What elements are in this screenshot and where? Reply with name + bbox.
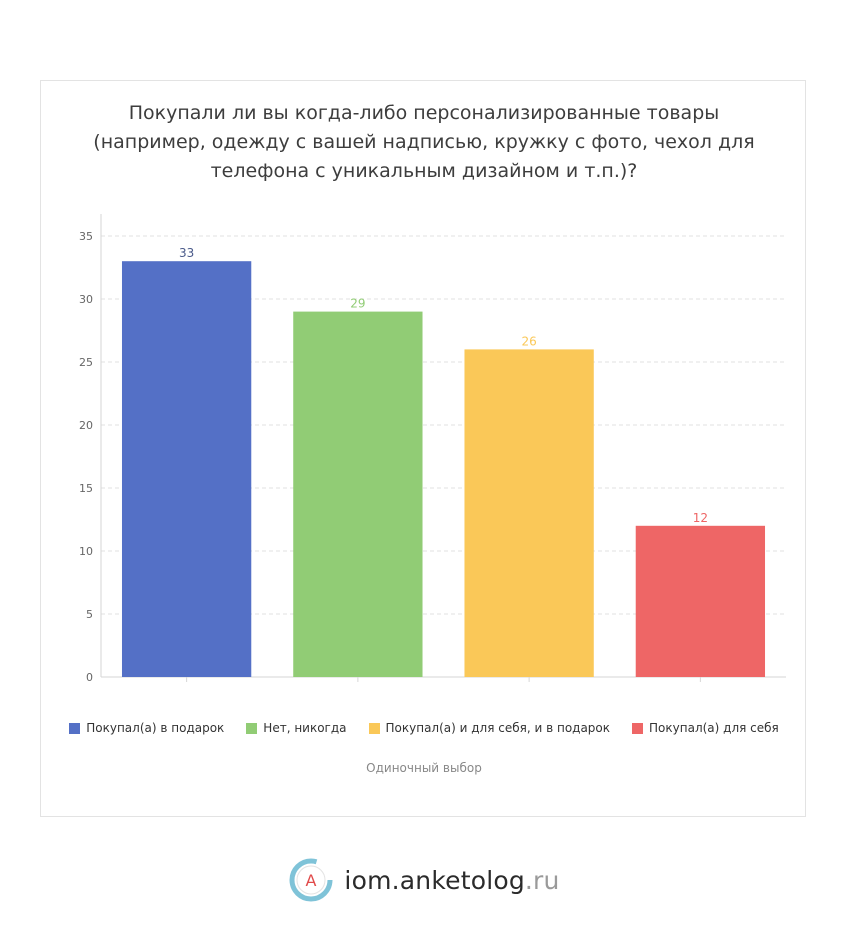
y-tick-label: 10	[79, 545, 93, 558]
legend-swatch	[632, 722, 644, 734]
legend-swatch	[246, 722, 258, 734]
bar-1	[121, 261, 252, 677]
y-tick-label: 5	[86, 608, 93, 621]
y-tick-label: 20	[79, 419, 93, 432]
legend-swatch	[368, 722, 380, 734]
bar-3	[464, 349, 594, 677]
bar-2	[293, 311, 423, 677]
legend-item[interactable]: Покупал(а) и для себя, и в подарок	[368, 721, 611, 735]
y-tick-label: 15	[79, 482, 93, 495]
footer-brand: A iom.anketolog.ru	[0, 854, 848, 906]
legend-label: Нет, никогда	[263, 721, 347, 735]
brand-tld: .ru	[524, 865, 560, 895]
anketolog-logo-icon: A	[289, 858, 333, 902]
data-label: 12	[693, 511, 708, 525]
bar-chart: 0 5 10 15 20 25 30 35 33 29 26 12	[79, 214, 786, 684]
legend-swatch	[69, 722, 81, 734]
legend-item[interactable]: Покупал(а) в подарок	[69, 721, 224, 735]
data-label: 33	[179, 246, 194, 260]
legend-item[interactable]: Нет, никогда	[246, 721, 347, 735]
chart-card: Покупали ли вы когда-либо персонализиров…	[40, 80, 806, 817]
bar-4	[635, 525, 766, 677]
y-tick-label: 35	[79, 230, 93, 243]
chart-title: Покупали ли вы когда-либо персонализиров…	[93, 102, 755, 182]
legend-label: Покупал(а) для себя	[649, 721, 779, 735]
chart-legend: Покупал(а) в подарок Нет, никогда Покупал(…	[41, 721, 807, 735]
chart-note: Одиночный выбор	[366, 761, 482, 775]
brand-name: iom.anketolog.ru	[344, 866, 559, 895]
brand-main: iom.anketolog	[344, 865, 525, 895]
legend-item[interactable]: Покупал(а) для себя	[632, 721, 779, 735]
data-label: 26	[521, 334, 536, 348]
legend-label: Покупал(а) в подарок	[86, 721, 225, 735]
logo-letter: A	[306, 871, 317, 890]
y-tick-label: 0	[86, 671, 93, 684]
data-label: 29	[350, 297, 365, 311]
y-tick-label: 30	[79, 293, 93, 306]
legend-label: Покупал(а) и для себя, и в подарок	[385, 721, 611, 735]
y-tick-label: 25	[79, 356, 93, 369]
